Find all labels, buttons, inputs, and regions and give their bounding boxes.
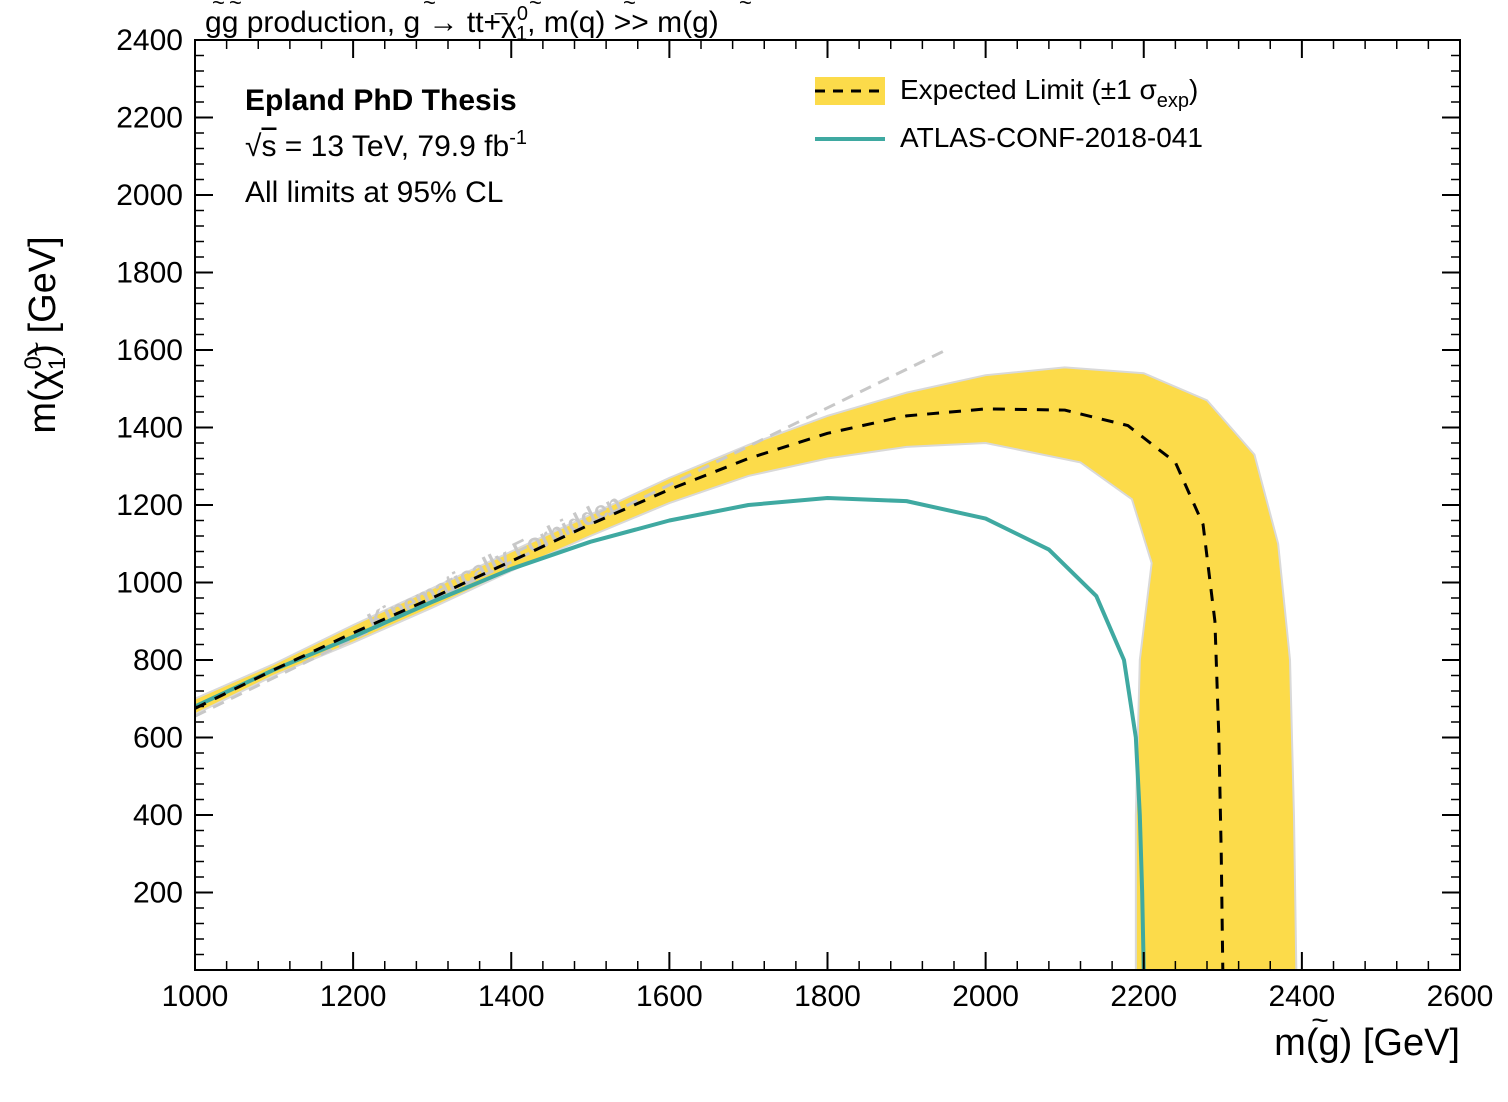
x-tick-label: 1200 — [320, 980, 387, 1013]
svg-text:~: ~ — [623, 0, 636, 15]
legend-label: ATLAS-CONF-2018-041 — [900, 122, 1203, 153]
svg-text:_: _ — [494, 0, 508, 15]
svg-text:~: ~ — [739, 0, 752, 15]
atlas-line — [195, 498, 1144, 970]
svg-text:~: ~ — [212, 0, 225, 15]
y-tick-label: 2000 — [116, 179, 183, 212]
x-axis-label: m(g) [GeV] — [1274, 1022, 1460, 1064]
y-tick-label: 1400 — [116, 412, 183, 445]
svg-text:~: ~ — [529, 0, 542, 15]
svg-text:~: ~ — [229, 0, 242, 15]
legend-label: Expected Limit (±1 σexp) — [900, 74, 1198, 112]
y-tick-label: 1600 — [116, 334, 183, 367]
chart-svg: Kinematically Forbidden10001200140016001… — [0, 0, 1508, 1102]
expected-band — [195, 367, 1296, 970]
expected-line — [195, 409, 1223, 970]
svg-text:~: ~ — [21, 341, 51, 356]
x-tick-label: 2600 — [1427, 980, 1494, 1013]
y-tick-label: 1800 — [116, 257, 183, 290]
info-line: All limits at 95% CL — [245, 176, 503, 209]
chart-title: gg production, g → tt+χ01, m(q) >> m(g) — [205, 3, 719, 45]
svg-text:~: ~ — [423, 0, 436, 15]
y-tick-label: 1200 — [116, 489, 183, 522]
x-tick-label: 1800 — [794, 980, 861, 1013]
y-tick-label: 2400 — [116, 24, 183, 57]
svg-text:~: ~ — [1311, 1004, 1329, 1037]
x-tick-label: 2000 — [952, 980, 1019, 1013]
x-tick-label: 2200 — [1110, 980, 1177, 1013]
x-tick-label: 1000 — [162, 980, 229, 1013]
y-tick-label: 600 — [133, 722, 183, 755]
y-axis-label: m(χ01) [GeV] — [20, 236, 71, 433]
y-tick-label: 2200 — [116, 102, 183, 135]
exclusion-chart: Kinematically Forbidden10001200140016001… — [0, 0, 1508, 1102]
x-tick-label: 1400 — [478, 980, 545, 1013]
y-tick-label: 200 — [133, 877, 183, 910]
info-line: √s = 13 TeV, 79.9 fb-1 — [245, 127, 527, 163]
y-tick-label: 400 — [133, 799, 183, 832]
info-line: Epland PhD Thesis — [245, 84, 517, 117]
x-tick-label: 1600 — [636, 980, 703, 1013]
y-tick-label: 1000 — [116, 567, 183, 600]
y-tick-label: 800 — [133, 644, 183, 677]
